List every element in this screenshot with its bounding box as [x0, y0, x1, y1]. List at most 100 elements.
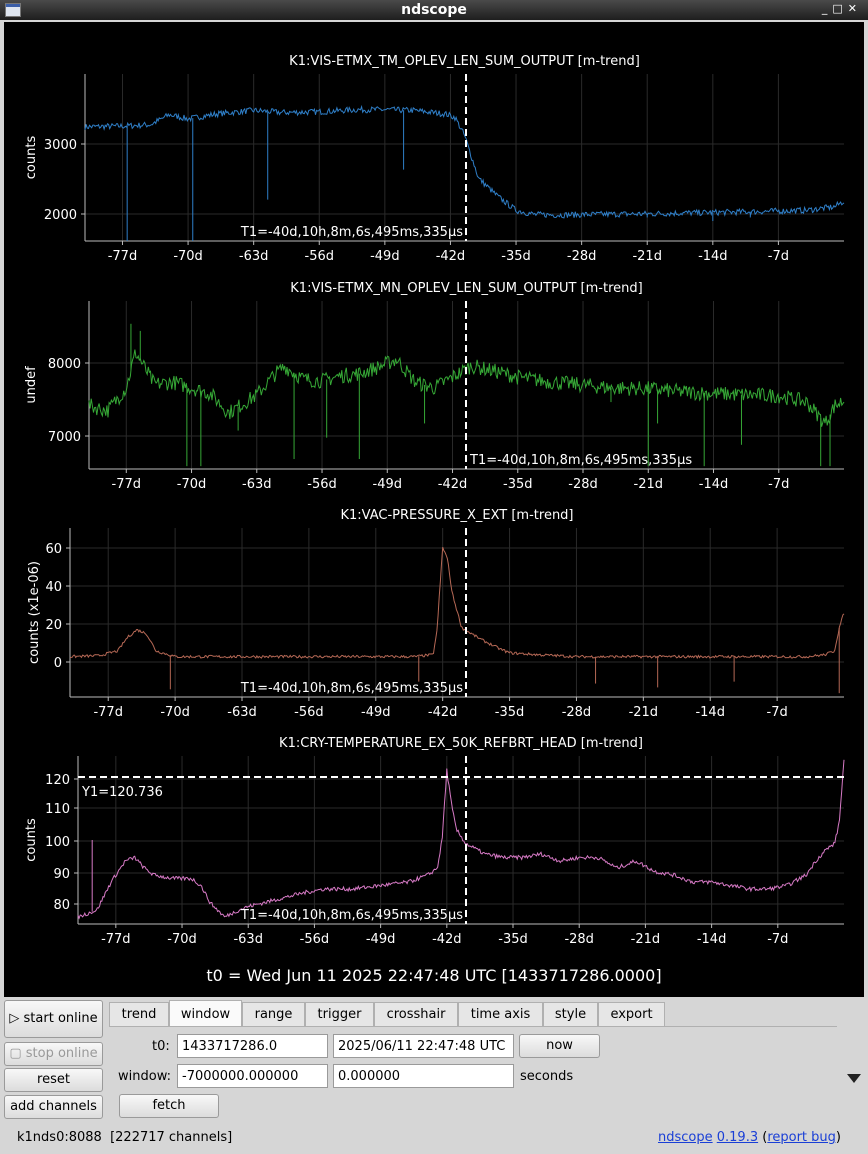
- plot-title-1: K1:VIS-ETMX_TM_OPLEV_LEN_SUM_OUTPUT [m-t…: [289, 54, 640, 69]
- y-tick-label: 60: [45, 542, 62, 557]
- x-tick-label: -7d: [767, 932, 788, 947]
- y-tick-label: 7000: [48, 430, 81, 445]
- x-tick-label: -21d: [631, 932, 661, 947]
- x-tick-label: -70d: [167, 932, 197, 947]
- window-field-label: window:: [118, 1069, 171, 1084]
- x-tick-label: -56d: [307, 477, 337, 492]
- x-tick-label: -49d: [366, 932, 396, 947]
- x-tick-label: -14d: [698, 249, 728, 264]
- x-tick-label: -14d: [697, 932, 727, 947]
- seconds-label: seconds: [520, 1069, 574, 1084]
- x-tick-label: -63d: [233, 932, 263, 947]
- now-button[interactable]: now: [519, 1034, 600, 1058]
- stop-online-button: ▢ stop online: [4, 1042, 103, 1066]
- title-bar: ndscope _□✕: [0, 0, 868, 20]
- x-tick-label: -21d: [634, 477, 664, 492]
- window-tab-panel: t0: now window: seconds fetch: [109, 1026, 837, 1123]
- x-tick-label: -14d: [699, 477, 729, 492]
- x-tick-label: -56d: [294, 705, 324, 720]
- x-tick-label: -14d: [695, 705, 725, 720]
- x-tick-label: -21d: [629, 705, 659, 720]
- window-title: ndscope: [401, 2, 467, 18]
- trend-plot-4: [74, 756, 845, 928]
- maximize-icon[interactable]: □: [832, 2, 848, 15]
- version-link[interactable]: 0.19.3: [716, 1130, 759, 1145]
- y-tick-label: 40: [45, 580, 62, 595]
- window-end-input[interactable]: [333, 1064, 514, 1088]
- x-tick-label: -35d: [498, 932, 528, 947]
- x-tick-label: -42d: [436, 249, 466, 264]
- cursor-t1-label: T1=-40d,10h,8m,6s,495ms,335µs: [240, 681, 463, 696]
- x-tick-label: -28d: [564, 932, 594, 947]
- t0-label: t0 = Wed Jun 11 2025 22:47:48 UTC [14337…: [206, 966, 661, 985]
- ndscope-link[interactable]: ndscope: [657, 1130, 713, 1145]
- tab-trigger[interactable]: trigger: [305, 1002, 374, 1026]
- channel-count: [222717 channels]: [110, 1130, 233, 1145]
- x-tick-label: -63d: [227, 705, 257, 720]
- y-tick-label: 120: [45, 773, 70, 788]
- plot-ylabel-3: counts (x1e-06): [27, 561, 42, 664]
- fetch-button[interactable]: fetch: [119, 1094, 219, 1118]
- plot-ylabel-1: counts: [24, 136, 39, 180]
- plot-title-2: K1:VIS-ETMX_MN_OPLEV_LEN_SUM_OUTPUT [m-t…: [290, 281, 642, 296]
- plot-ylabel-2: undef: [24, 366, 39, 404]
- start-online-button[interactable]: ▷ start online: [4, 1000, 103, 1038]
- y-tick-label: 0: [54, 656, 62, 671]
- x-tick-label: -42d: [432, 932, 462, 947]
- tab-range[interactable]: range: [242, 1002, 305, 1026]
- start-online-label: start online: [23, 1011, 98, 1026]
- plot-area[interactable]: t0 = Wed Jun 11 2025 22:47:48 UTC [14337…: [4, 22, 864, 997]
- trend-plot-3: [66, 528, 845, 701]
- x-tick-label: -70d: [160, 705, 190, 720]
- y-tick-label: 80: [53, 898, 70, 913]
- panel-expand-icon[interactable]: [847, 1074, 861, 1083]
- minimize-icon[interactable]: _: [821, 2, 833, 15]
- x-tick-label: -35d: [495, 705, 525, 720]
- y-tick-label: 110: [45, 802, 70, 817]
- t0-field-label: t0:: [152, 1039, 170, 1054]
- status-bar: k1nds0:8088 [222717 channels]: [17, 1130, 232, 1145]
- x-tick-label: -28d: [567, 249, 597, 264]
- x-tick-label: -35d: [501, 249, 531, 264]
- y-tick-label: 100: [45, 835, 70, 850]
- window-menu-icon[interactable]: [5, 3, 21, 17]
- x-tick-label: -56d: [300, 932, 330, 947]
- tab-time-axis[interactable]: time axis: [458, 1002, 543, 1026]
- plot-title-4: K1:CRY-TEMPERATURE_EX_50K_REFBRT_HEAD [m…: [279, 736, 643, 751]
- y-tick-label: 3000: [44, 138, 77, 153]
- cursor-t1-label: T1=-40d,10h,8m,6s,495ms,335µs: [240, 908, 463, 923]
- tab-window[interactable]: window: [169, 1000, 242, 1026]
- x-tick-label: -77d: [108, 249, 138, 264]
- x-tick-label: -7d: [768, 249, 789, 264]
- x-tick-label: -21d: [632, 249, 662, 264]
- cursor-y1-label: Y1=120.736: [81, 785, 163, 800]
- x-tick-label: -77d: [101, 932, 131, 947]
- window-start-input[interactable]: [177, 1064, 328, 1088]
- x-tick-label: -7d: [767, 705, 788, 720]
- paren-close: ): [835, 1130, 841, 1145]
- add-channels-button[interactable]: add channels: [4, 1095, 103, 1119]
- server-address: k1nds0:8088: [17, 1130, 102, 1145]
- cursor-t1-label: T1=-40d,10h,8m,6s,495ms,335µs: [469, 453, 692, 468]
- reset-button[interactable]: reset: [4, 1068, 103, 1092]
- x-tick-label: -63d: [242, 477, 272, 492]
- x-tick-label: -42d: [428, 705, 458, 720]
- t0-utc-input[interactable]: [333, 1034, 514, 1058]
- x-tick-label: -7d: [768, 477, 789, 492]
- y-tick-label: 20: [45, 618, 62, 633]
- trace-line-3: [69, 547, 845, 660]
- x-tick-label: -77d: [93, 705, 123, 720]
- x-tick-label: -63d: [239, 249, 269, 264]
- report-bug-link[interactable]: report bug: [767, 1130, 836, 1145]
- tab-crosshair[interactable]: crosshair: [374, 1002, 458, 1026]
- x-tick-label: -70d: [173, 249, 203, 264]
- plots-canvas[interactable]: t0 = Wed Jun 11 2025 22:47:48 UTC [14337…: [4, 22, 864, 997]
- close-icon[interactable]: ✕: [847, 2, 862, 15]
- x-tick-label: -49d: [370, 249, 400, 264]
- plot-ylabel-4: counts: [24, 818, 39, 862]
- tab-trend[interactable]: trend: [109, 1002, 169, 1026]
- tab-export[interactable]: export: [598, 1002, 665, 1026]
- tab-style[interactable]: style: [543, 1002, 598, 1026]
- t0-gps-input[interactable]: [177, 1034, 328, 1058]
- y-tick-label: 8000: [48, 357, 81, 372]
